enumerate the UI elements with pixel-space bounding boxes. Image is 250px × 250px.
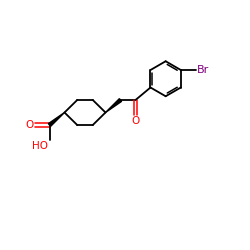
Text: O: O — [25, 120, 33, 130]
Text: Br: Br — [197, 65, 209, 75]
Polygon shape — [106, 99, 122, 112]
Polygon shape — [48, 112, 64, 126]
Text: HO: HO — [32, 141, 48, 151]
Text: O: O — [131, 116, 140, 126]
